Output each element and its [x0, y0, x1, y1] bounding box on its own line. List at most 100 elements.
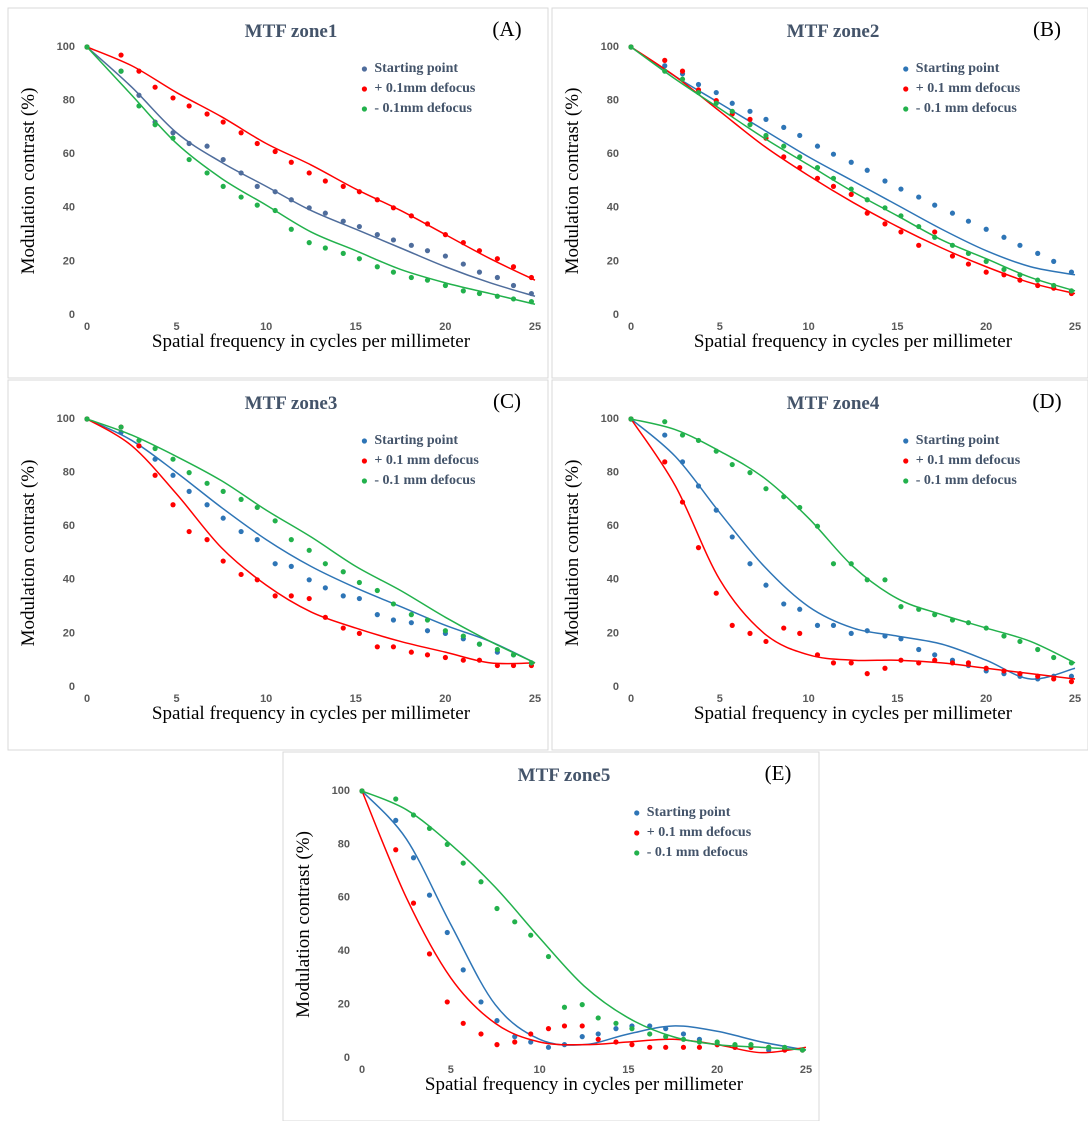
chart-title: MTF zone3	[245, 393, 338, 414]
data-point	[898, 636, 904, 642]
x-tick-label: 10	[802, 321, 814, 333]
data-point	[204, 537, 210, 543]
data-point	[494, 662, 500, 669]
data-point	[424, 248, 431, 254]
data-point	[1035, 282, 1041, 289]
data-point	[848, 561, 854, 567]
data-point	[510, 282, 517, 289]
data-point	[512, 919, 518, 925]
data-point	[478, 879, 484, 885]
data-point	[136, 443, 142, 449]
data-point	[220, 156, 226, 163]
data-point	[426, 825, 433, 831]
y-tick-label: 40	[63, 202, 75, 214]
data-point	[1017, 242, 1023, 248]
y-tick-label: 80	[338, 838, 350, 850]
data-point	[864, 671, 870, 677]
data-point	[152, 122, 158, 128]
legend-label: Starting point	[916, 433, 1000, 448]
data-point	[695, 437, 702, 444]
x-tick-label: 5	[174, 693, 180, 705]
data-point	[322, 585, 328, 591]
data-point	[916, 194, 922, 200]
data-point	[747, 108, 753, 114]
data-point	[272, 207, 278, 214]
x-tick-label: 0	[628, 693, 634, 705]
data-point	[848, 191, 854, 197]
data-point	[579, 1034, 585, 1040]
data-point	[444, 999, 450, 1005]
data-point	[288, 537, 294, 543]
data-point	[393, 817, 399, 823]
data-point	[272, 189, 278, 195]
data-point	[830, 175, 837, 181]
data-point	[848, 660, 854, 666]
data-point	[340, 569, 346, 575]
data-point	[424, 652, 431, 658]
data-point	[306, 205, 312, 211]
data-point	[713, 590, 719, 596]
data-point	[848, 186, 854, 192]
y-tick-label: 0	[69, 681, 75, 693]
data-point	[374, 587, 380, 594]
x-tick-label: 25	[1069, 321, 1081, 333]
data-point	[322, 178, 328, 184]
data-point	[763, 582, 769, 588]
legend-marker	[903, 106, 909, 112]
data-point	[170, 472, 176, 478]
data-point	[713, 448, 719, 454]
data-point	[662, 432, 668, 438]
data-point	[898, 213, 904, 219]
chart-panel: MTF zone3 (C) Spatial frequency in cycles …	[7, 379, 549, 751]
data-point	[1001, 272, 1007, 278]
data-point	[494, 256, 500, 262]
data-point	[814, 523, 821, 529]
data-point	[359, 788, 365, 794]
data-point	[814, 165, 821, 171]
data-point	[545, 1026, 552, 1032]
data-point	[444, 929, 450, 936]
data-point	[476, 269, 483, 275]
data-point	[848, 630, 854, 637]
panel-border	[551, 379, 1088, 751]
x-tick-label: 10	[802, 693, 814, 705]
fit-curve	[86, 418, 536, 665]
data-point	[408, 274, 414, 281]
y-axis-label: Modulation contrast (%)	[562, 88, 583, 275]
x-tick-label: 20	[711, 1064, 723, 1076]
data-point	[254, 577, 260, 583]
data-point	[797, 165, 803, 171]
legend-marker	[361, 66, 367, 72]
y-tick-label: 0	[344, 1052, 350, 1064]
data-point	[1068, 673, 1075, 679]
data-point	[679, 499, 686, 505]
data-point	[864, 577, 870, 583]
panel-label: (C)	[493, 389, 521, 413]
data-point	[424, 628, 431, 634]
data-point	[1035, 250, 1041, 256]
data-point	[170, 456, 176, 462]
data-point	[830, 561, 837, 567]
data-point	[1068, 660, 1075, 666]
y-axis-label: Modulation contrast (%)	[562, 460, 583, 647]
data-point	[444, 841, 450, 848]
data-point	[898, 657, 904, 663]
data-point	[84, 416, 90, 422]
data-point	[374, 232, 380, 238]
data-point	[528, 660, 535, 666]
panel-label: (A)	[492, 17, 521, 41]
legend-marker	[903, 86, 909, 92]
data-point	[830, 622, 837, 628]
data-point	[510, 264, 517, 270]
data-point	[729, 461, 735, 468]
data-point	[696, 1044, 703, 1050]
y-tick-label: 100	[601, 413, 619, 425]
data-point	[729, 108, 735, 114]
panel-border	[282, 751, 820, 1121]
x-tick-label: 10	[533, 1064, 545, 1076]
data-point	[442, 253, 448, 259]
x-tick-label: 5	[717, 693, 723, 705]
y-tick-label: 60	[607, 520, 619, 532]
x-tick-label: 0	[359, 1064, 365, 1076]
x-tick-label: 10	[260, 693, 272, 705]
